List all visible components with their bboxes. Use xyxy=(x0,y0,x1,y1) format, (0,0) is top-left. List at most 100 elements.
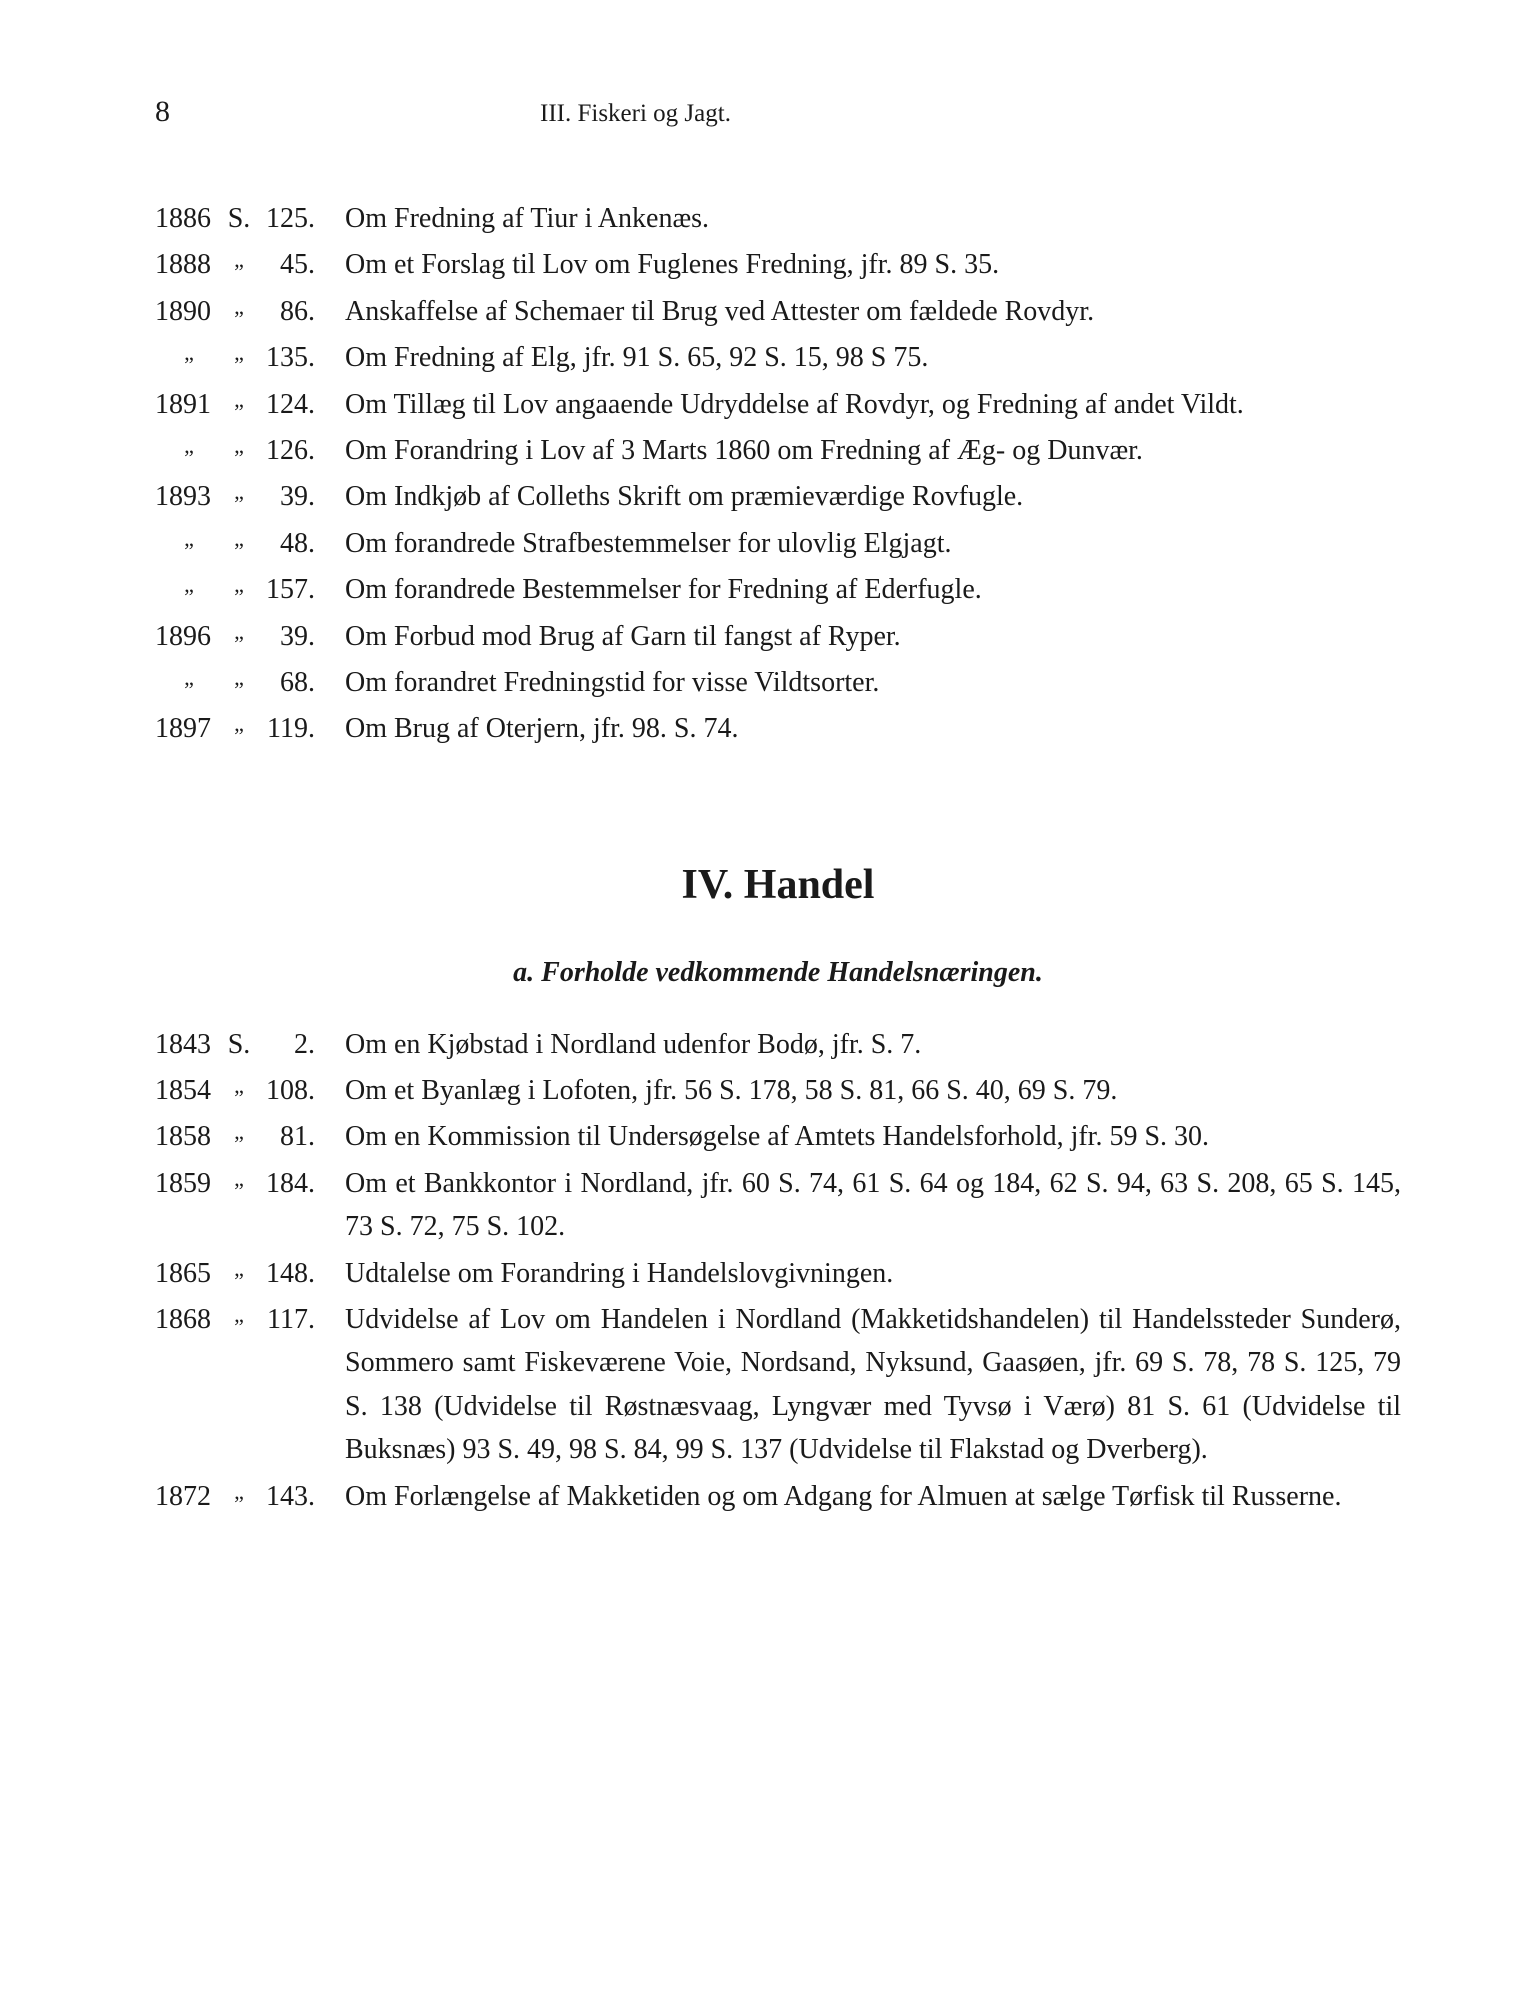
entry-letter: „ xyxy=(223,661,255,695)
entry-letter: S. xyxy=(223,1023,255,1066)
entry-description: Om et Byanlæg i Lofoten, jfr. 56 S. 178,… xyxy=(345,1069,1401,1112)
header-title: III. Fiskeri og Jagt. xyxy=(540,100,731,128)
entry-row: 1843S.2. Om en Kjøbstad i Nordland udenfo… xyxy=(155,1023,1401,1066)
entry-year: 1886 xyxy=(155,197,223,240)
entry-description: Om en Kjøbstad i Nordland udenfor Bodø, … xyxy=(345,1023,1401,1066)
entry-year: 1897 xyxy=(155,707,223,750)
entry-letter: „ xyxy=(223,1115,255,1149)
entry-description: Om forandrede Bestemmelser for Fredning … xyxy=(345,568,1401,611)
entry-letter: „ xyxy=(223,243,255,277)
entry-year: 1893 xyxy=(155,475,223,518)
entry-description: Udtalelse om Forandring i Handelslovgivn… xyxy=(345,1252,1401,1295)
entry-row: „„126.Om Forandring i Lov af 3 Marts 186… xyxy=(155,429,1401,472)
entry-year: 1858 xyxy=(155,1115,223,1158)
entry-row: 1868„117. Udvidelse af Lov om Handelen i … xyxy=(155,1298,1401,1472)
page-header: 8 III. Fiskeri og Jagt. xyxy=(155,95,1401,129)
entry-row: „„48.Om forandrede Strafbestemmelser for… xyxy=(155,522,1401,565)
entry-description: Om Brug af Oterjern, jfr. 98. S. 74. xyxy=(345,707,1401,750)
entry-year: „ xyxy=(155,429,223,463)
entry-number: 157. xyxy=(255,568,323,611)
entry-year: 1872 xyxy=(155,1475,223,1518)
entry-year: 1843 xyxy=(155,1023,223,1066)
entry-row: „„157.Om forandrede Bestemmelser for Fre… xyxy=(155,568,1401,611)
entry-row: 1891„124. Om Tillæg til Lov angaaende Udr… xyxy=(155,383,1401,426)
entry-number: 126. xyxy=(255,429,323,472)
entry-number: 143. xyxy=(255,1475,323,1518)
entry-letter: „ xyxy=(223,568,255,602)
entry-number: 125. xyxy=(255,197,323,240)
entry-row: „„135.Om Fredning af Elg, jfr. 91 S. 65,… xyxy=(155,336,1401,379)
entry-year: 1891 xyxy=(155,383,223,426)
entry-row: 1897„119. Om Brug af Oterjern, jfr. 98. S… xyxy=(155,707,1401,750)
entry-number: 39. xyxy=(255,475,323,518)
entry-number: 124. xyxy=(255,383,323,426)
entry-number: 108. xyxy=(255,1069,323,1112)
entry-letter: S. xyxy=(223,197,255,240)
entry-letter: „ xyxy=(223,383,255,417)
entry-number: 39. xyxy=(255,615,323,658)
entry-row: 1893„39. Om Indkjøb af Colleths Skrift om… xyxy=(155,475,1401,518)
entry-year: 1888 xyxy=(155,243,223,286)
entry-letter: „ xyxy=(223,1475,255,1509)
entry-description: Om en Kommission til Undersøgelse af Amt… xyxy=(345,1115,1401,1158)
entry-year: 1896 xyxy=(155,615,223,658)
entry-row: „„68.Om forandret Fredningstid for visse… xyxy=(155,661,1401,704)
entry-description: Om et Forslag til Lov om Fuglenes Fredni… xyxy=(345,243,1401,286)
entry-letter: „ xyxy=(223,707,255,741)
entry-letter: „ xyxy=(223,1162,255,1196)
entry-description: Udvidelse af Lov om Handelen i Nordland … xyxy=(345,1298,1401,1472)
entry-number: 81. xyxy=(255,1115,323,1158)
section4-entries: 1843S.2. Om en Kjøbstad i Nordland udenfo… xyxy=(155,1023,1401,1518)
entry-number: 184. xyxy=(255,1162,323,1205)
entry-year: „ xyxy=(155,568,223,602)
entry-year: 1859 xyxy=(155,1162,223,1205)
entry-letter: „ xyxy=(223,1252,255,1286)
entry-number: 45. xyxy=(255,243,323,286)
entry-description: Om Forbud mod Brug af Garn til fangst af… xyxy=(345,615,1401,658)
entry-description: Om Fredning af Tiur i Ankenæs. xyxy=(345,197,1401,240)
entry-number: 86. xyxy=(255,290,323,333)
entry-letter: „ xyxy=(223,1069,255,1103)
entry-row: 1872„143. Om Forlængelse af Makketiden og… xyxy=(155,1475,1401,1518)
entry-description: Anskaffelse af Schemaer til Brug ved Att… xyxy=(345,290,1401,333)
entry-year: 1868 xyxy=(155,1298,223,1341)
entry-description: Om Fredning af Elg, jfr. 91 S. 65, 92 S.… xyxy=(345,336,1401,379)
entry-description: Om et Bankkontor i Nordland, jfr. 60 S. … xyxy=(345,1162,1401,1249)
entry-description: Om Tillæg til Lov angaaende Udryddelse a… xyxy=(345,383,1401,426)
entry-letter: „ xyxy=(223,1298,255,1332)
section4a-title: a. Forholde vedkommende Handelsnæringen. xyxy=(155,957,1401,989)
entry-year: 1865 xyxy=(155,1252,223,1295)
entry-row: 1865„148. Udtalelse om Forandring i Hande… xyxy=(155,1252,1401,1295)
entry-letter: „ xyxy=(223,615,255,649)
entry-number: 48. xyxy=(255,522,323,565)
entry-number: 135. xyxy=(255,336,323,379)
section3-entries: 1886S.125. Om Fredning af Tiur i Ankenæs.… xyxy=(155,197,1401,751)
entry-description: Om Indkjøb af Colleths Skrift om præmiev… xyxy=(345,475,1401,518)
entry-year: „ xyxy=(155,522,223,556)
entry-number: 117. xyxy=(255,1298,323,1341)
entry-letter: „ xyxy=(223,290,255,324)
entry-description: Om Forlængelse af Makketiden og om Adgan… xyxy=(345,1475,1401,1518)
entry-row: 1859„184. Om et Bankkontor i Nordland, jf… xyxy=(155,1162,1401,1249)
entry-description: Om Forandring i Lov af 3 Marts 1860 om F… xyxy=(345,429,1401,472)
entry-number: 68. xyxy=(255,661,323,704)
entry-letter: „ xyxy=(223,522,255,556)
entry-row: 1890„86. Anskaffelse af Schemaer til Brug… xyxy=(155,290,1401,333)
entry-number: 2. xyxy=(255,1023,323,1066)
entry-row: 1888„45. Om et Forslag til Lov om Fuglene… xyxy=(155,243,1401,286)
entry-year: 1854 xyxy=(155,1069,223,1112)
entry-year: „ xyxy=(155,661,223,695)
entry-row: 1858„81. Om en Kommission til Undersøgels… xyxy=(155,1115,1401,1158)
entry-letter: „ xyxy=(223,475,255,509)
entry-row: 1886S.125. Om Fredning af Tiur i Ankenæs. xyxy=(155,197,1401,240)
entry-description: Om forandret Fredningstid for visse Vild… xyxy=(345,661,1401,704)
entry-row: 1896„39. Om Forbud mod Brug af Garn til f… xyxy=(155,615,1401,658)
entry-row: 1854„108. Om et Byanlæg i Lofoten, jfr. 5… xyxy=(155,1069,1401,1112)
page-number: 8 xyxy=(155,95,170,129)
entry-letter: „ xyxy=(223,429,255,463)
entry-year: 1890 xyxy=(155,290,223,333)
entry-number: 119. xyxy=(255,707,323,750)
entry-letter: „ xyxy=(223,336,255,370)
section4-title: IV. Handel xyxy=(155,861,1401,909)
entry-number: 148. xyxy=(255,1252,323,1295)
